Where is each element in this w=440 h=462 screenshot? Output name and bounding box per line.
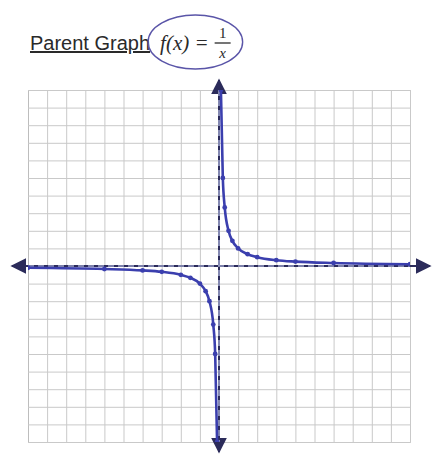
point [207,299,212,304]
point [159,269,164,274]
point [211,322,216,327]
point [226,228,231,233]
point [102,267,107,272]
chart: Parent Graph f(x) = 1 x [0,0,440,462]
point [274,258,279,263]
point [140,268,145,273]
point [213,352,218,357]
asymptote [218,90,220,442]
x-axis-arrow [12,265,430,267]
point [220,176,225,181]
y-axis-arrow [218,80,220,452]
point [255,255,260,260]
fraction-bar [215,42,231,43]
background [0,0,440,462]
formula-circle [148,15,243,69]
point [293,259,298,264]
point [28,265,30,270]
formula-denominator: x [218,45,226,61]
point [198,281,203,286]
point [222,205,227,210]
point [219,90,224,92]
formula-numerator: 1 [219,25,227,41]
point [245,252,250,257]
curve [28,90,410,442]
point [203,289,208,294]
point [178,272,183,277]
point [215,440,220,442]
plot-area [28,90,410,442]
point [408,262,410,267]
point [236,246,241,251]
point [331,261,336,266]
point [188,275,193,280]
title: Parent Graph [30,32,150,54]
formula-lhs: f(x) = [160,31,209,55]
point [230,238,235,243]
